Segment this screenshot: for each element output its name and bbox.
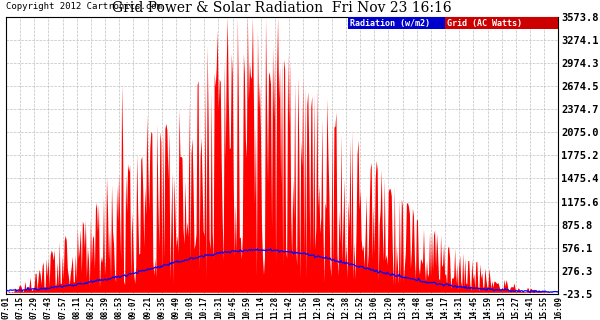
- Text: Grid (AC Watts): Grid (AC Watts): [447, 19, 522, 28]
- Text: Radiation (w/m2): Radiation (w/m2): [350, 19, 430, 28]
- FancyBboxPatch shape: [445, 17, 559, 29]
- Text: Copyright 2012 Cartronics.com: Copyright 2012 Cartronics.com: [6, 2, 162, 11]
- Title: Grid Power & Solar Radiation  Fri Nov 23 16:16: Grid Power & Solar Radiation Fri Nov 23 …: [112, 1, 452, 15]
- FancyBboxPatch shape: [349, 17, 445, 29]
